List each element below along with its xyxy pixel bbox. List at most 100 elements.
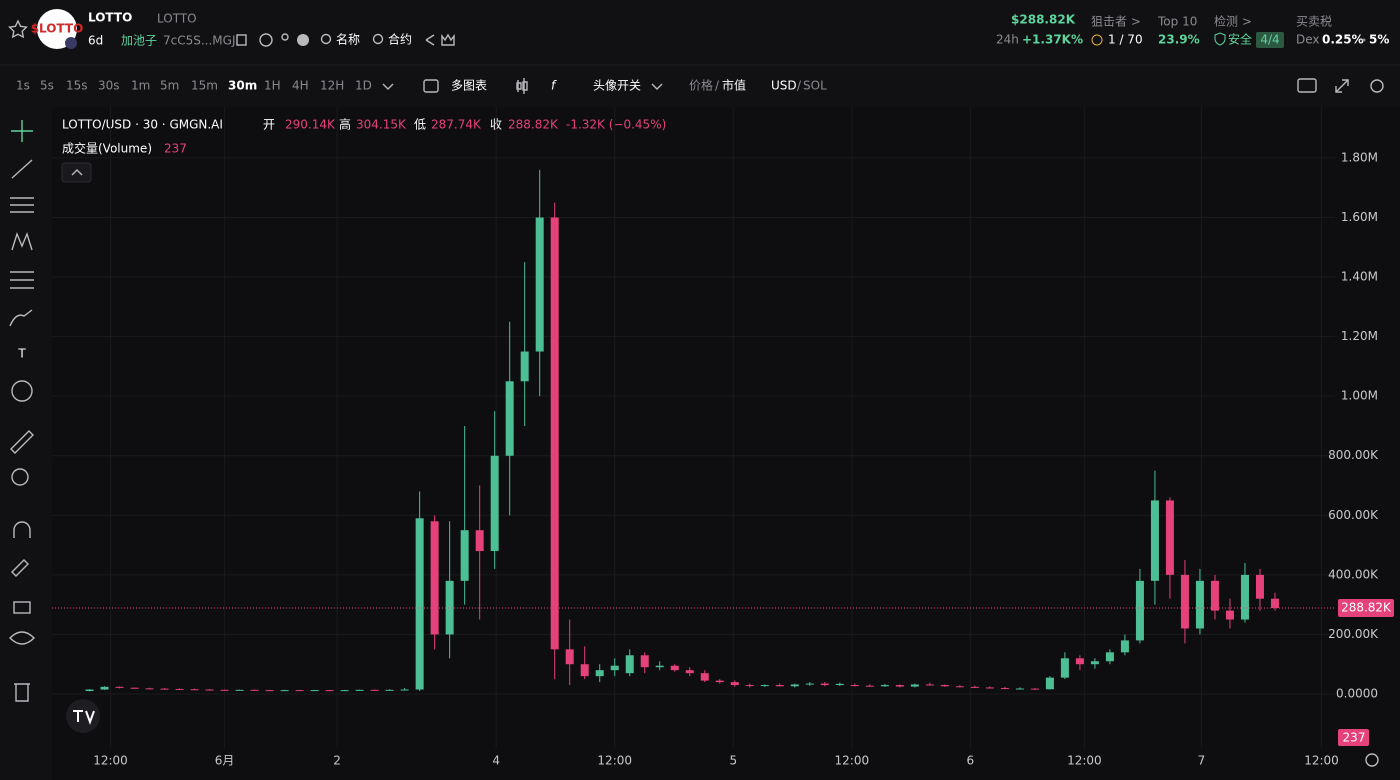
collapse-icon[interactable] <box>71 169 83 176</box>
candle-body <box>400 689 409 691</box>
change-label: 24h <box>996 33 1019 47</box>
usd[interactable]: USD <box>771 79 797 93</box>
contract-search[interactable]: 合约 <box>388 32 412 47</box>
brush-tool[interactable] <box>9 309 33 327</box>
avatar-more[interactable] <box>651 83 663 90</box>
slash: / <box>797 79 802 93</box>
interval[interactable]: 15s <box>66 79 88 93</box>
check: 安全 <box>1228 32 1252 47</box>
interval[interactable]: 5s <box>40 79 54 93</box>
check-label[interactable]: 检测 > <box>1214 14 1252 29</box>
volume: 237 <box>164 142 187 156</box>
social-icon[interactable] <box>297 34 309 46</box>
chart-bg <box>52 107 1400 780</box>
candle-body <box>715 680 724 683</box>
copy-icon[interactable] <box>236 34 247 46</box>
plot: 0.0000 200.00K 400.00K 600.00K 800.00K 1.00M 1… <box>52 107 1394 768</box>
last-price-label: 288.82K <box>1341 600 1392 614</box>
last-price-badge <box>1338 598 1394 617</box>
candle-body <box>910 684 919 687</box>
crown-icon[interactable] <box>441 33 455 46</box>
age: 6d <box>88 34 103 48</box>
shield-icon <box>1214 32 1226 46</box>
candle-body <box>970 686 979 688</box>
fullscreen-icon[interactable] <box>1335 79 1349 93</box>
interval[interactable]: 1D <box>355 79 372 93</box>
delete-tool[interactable] <box>14 683 30 702</box>
candle-body <box>295 690 304 692</box>
left-toolbar-bg <box>0 107 52 780</box>
price-mode[interactable]: 价格 <box>689 78 713 93</box>
name-search[interactable]: 名称 <box>336 32 360 47</box>
interval[interactable]: 4H <box>292 79 309 93</box>
candle-body <box>550 217 559 650</box>
address[interactable]: 7cC5S...MGJ <box>163 34 236 48</box>
candle-type-icon[interactable] <box>516 78 528 94</box>
indicator-icon[interactable]: f <box>551 79 557 93</box>
interval[interactable]: 5m <box>160 79 179 93</box>
tv-logo[interactable] <box>66 699 100 733</box>
multi-chart[interactable]: 多图表 <box>451 79 487 93</box>
interval[interactable]: 1m <box>131 79 150 93</box>
search-icon[interactable] <box>320 33 332 45</box>
candle-body <box>370 689 379 691</box>
interval[interactable]: 12H <box>320 79 344 93</box>
candle-body <box>520 351 529 382</box>
interval[interactable]: 1H <box>264 79 281 93</box>
zoom-tool[interactable] <box>11 468 29 486</box>
open: 290.14K <box>285 118 336 132</box>
sol[interactable]: SOL <box>803 79 827 93</box>
visibility-tool[interactable] <box>9 631 35 645</box>
pattern-tool[interactable] <box>11 231 33 251</box>
candle-body <box>940 685 949 687</box>
favorite-icon[interactable] <box>8 19 28 39</box>
snipers-label[interactable]: 狙击者 > <box>1091 15 1141 29</box>
high: 304.15K <box>356 118 407 132</box>
line-tool[interactable] <box>11 159 33 179</box>
candle-body <box>190 689 199 691</box>
candle-body <box>1195 580 1204 629</box>
market-cap-mode[interactable]: 市值 <box>722 78 746 93</box>
interval[interactable]: 30s <box>98 79 120 93</box>
emoji-tool[interactable] <box>11 380 33 402</box>
add-chart-icon[interactable] <box>423 79 439 93</box>
interval[interactable]: 30m <box>228 79 257 93</box>
prediction-tool[interactable] <box>10 271 34 289</box>
candle-body <box>670 665 679 671</box>
crosshair-tool[interactable] <box>11 120 33 142</box>
candle-body <box>130 687 139 689</box>
low: 287.74K <box>431 118 482 132</box>
share-icon[interactable] <box>425 34 435 46</box>
fib-tool[interactable] <box>10 197 34 213</box>
x-tick-label: 6 <box>967 754 975 768</box>
lock-tool[interactable] <box>13 601 31 614</box>
settings-icon[interactable] <box>1370 79 1384 93</box>
candle-body <box>535 217 544 352</box>
avatar-toggle[interactable]: 头像开关 <box>593 79 641 93</box>
x-tick-label: 12:00 <box>597 754 632 768</box>
axis-settings[interactable] <box>1365 753 1379 767</box>
search-icon[interactable] <box>372 33 384 45</box>
candle-body <box>85 689 94 692</box>
interval[interactable]: 15m <box>191 79 218 93</box>
ruler-tool[interactable] <box>10 430 34 454</box>
collapse-button[interactable] <box>61 162 92 183</box>
lock-draw-tool[interactable] <box>11 559 29 577</box>
change: +1.37K% <box>1022 33 1083 47</box>
interval-more[interactable] <box>382 83 394 90</box>
camera-icon[interactable] <box>1297 78 1317 93</box>
candle-body <box>1180 574 1189 629</box>
price: $288.82K <box>1011 13 1076 27</box>
text-tool[interactable]: T <box>17 347 26 361</box>
x-tick-label: 12:00 <box>835 754 870 768</box>
x-tick-label: 5 <box>729 754 737 768</box>
interval[interactable]: 1s <box>16 79 30 93</box>
candle-body <box>700 673 709 681</box>
magnet-tool[interactable] <box>13 521 31 538</box>
candle-body <box>445 580 454 635</box>
pair: LOTTO/USD · 30 · GMGN.AI <box>62 118 223 132</box>
candle-body <box>325 690 334 692</box>
user-icon[interactable] <box>281 33 289 41</box>
web-icon[interactable] <box>259 33 273 47</box>
